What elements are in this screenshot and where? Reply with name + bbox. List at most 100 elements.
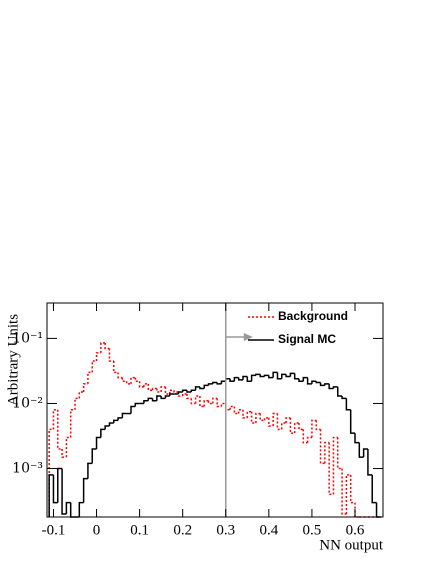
y-tick-label: 10⁻¹ bbox=[12, 330, 43, 346]
legend-label: Signal MC bbox=[278, 332, 336, 346]
histogram-bin bbox=[65, 501, 71, 515]
x-axis-label: NN output bbox=[319, 537, 384, 553]
histogram-bin bbox=[91, 448, 97, 464]
histogram-bin bbox=[259, 413, 265, 422]
histogram-bin bbox=[281, 422, 287, 430]
histogram-bin bbox=[134, 402, 140, 407]
histogram-bin bbox=[216, 382, 222, 385]
histogram-bin bbox=[341, 468, 347, 515]
histogram-bin bbox=[324, 383, 330, 386]
histogram-bin bbox=[298, 423, 304, 431]
histogram-bin bbox=[237, 377, 243, 381]
histogram-bin bbox=[190, 398, 196, 405]
histogram-bin bbox=[113, 360, 119, 374]
histogram-bin bbox=[199, 396, 205, 408]
histogram-bin bbox=[57, 467, 63, 503]
histogram-bin bbox=[48, 474, 54, 517]
histogram-bin bbox=[203, 400, 209, 407]
histogram-bin bbox=[345, 398, 351, 411]
histogram-bin bbox=[306, 436, 312, 443]
x-tick-label: 0 bbox=[93, 522, 101, 538]
histogram-bin bbox=[57, 409, 63, 450]
histogram-bin bbox=[263, 374, 269, 377]
histogram-bin bbox=[220, 402, 226, 407]
y-tick-label: 10⁻² bbox=[12, 395, 43, 411]
histogram-bin bbox=[242, 409, 248, 419]
histogram-bin bbox=[151, 387, 157, 391]
histogram-bin bbox=[285, 417, 291, 424]
histogram-bin bbox=[285, 374, 291, 378]
histogram-bin bbox=[108, 422, 114, 427]
histogram-bin bbox=[315, 381, 321, 384]
histogram-bin bbox=[194, 386, 200, 391]
histogram-bin bbox=[95, 436, 101, 449]
histogram-bin bbox=[293, 422, 299, 434]
histogram-bin bbox=[272, 371, 278, 378]
histogram-bin bbox=[207, 383, 213, 386]
histogram-bin bbox=[259, 374, 265, 378]
histogram-bin bbox=[82, 383, 88, 393]
histogram-bin bbox=[272, 412, 278, 427]
histogram-bin bbox=[255, 412, 261, 424]
histogram-bin bbox=[138, 381, 144, 388]
legend-label: Background bbox=[278, 309, 348, 323]
histogram-bin bbox=[220, 380, 226, 384]
histogram-bin bbox=[302, 429, 308, 444]
histogram-bin bbox=[87, 462, 93, 479]
histogram-bin bbox=[95, 352, 101, 361]
histogram-bin bbox=[268, 375, 274, 379]
histogram-bin bbox=[186, 393, 192, 400]
histogram-bin bbox=[324, 441, 330, 464]
x-tick-label: 0.2 bbox=[173, 522, 192, 538]
histogram-bin bbox=[181, 393, 187, 397]
histogram-bin bbox=[328, 442, 334, 496]
histogram-bin bbox=[289, 372, 295, 377]
histogram-bin bbox=[108, 348, 114, 362]
x-tick-label: 0.6 bbox=[346, 522, 365, 538]
histogram-bin bbox=[216, 398, 222, 408]
histogram-bin bbox=[91, 360, 97, 373]
histogram-bin bbox=[263, 417, 269, 421]
histogram-bin bbox=[190, 389, 196, 393]
histogram-bin bbox=[104, 425, 110, 430]
histogram-bin bbox=[169, 389, 175, 394]
histogram-bin bbox=[276, 413, 282, 431]
histogram-bin bbox=[100, 428, 106, 438]
histogram-bin bbox=[354, 502, 360, 518]
histogram-bin bbox=[233, 376, 239, 382]
histogram-bin bbox=[328, 383, 334, 390]
histogram-bin bbox=[147, 383, 153, 391]
histogram-bin bbox=[143, 383, 149, 387]
histogram-bin bbox=[375, 502, 381, 518]
histogram-bin bbox=[229, 378, 235, 382]
histogram-bin bbox=[121, 412, 127, 418]
x-tick-label: 0.4 bbox=[259, 522, 278, 538]
histogram-bin bbox=[341, 396, 347, 400]
histogram-bin bbox=[306, 377, 312, 385]
x-tick-label: 0.3 bbox=[216, 522, 235, 538]
histogram-bin bbox=[82, 477, 88, 503]
histogram-bin bbox=[169, 393, 175, 397]
histogram-bin bbox=[156, 388, 162, 393]
x-tick-label: 0.5 bbox=[303, 522, 322, 538]
histogram-bin bbox=[337, 386, 343, 397]
histogram-bin bbox=[164, 386, 170, 395]
histogram-bin bbox=[117, 417, 123, 421]
histogram-bin bbox=[255, 373, 261, 376]
histogram-bin bbox=[212, 381, 218, 384]
histogram-bin bbox=[332, 386, 338, 389]
histogram-bin bbox=[276, 372, 282, 380]
histogram-bin bbox=[61, 448, 67, 458]
histogram-bin bbox=[233, 406, 239, 415]
histogram-bin bbox=[78, 391, 84, 399]
histogram-bin bbox=[354, 433, 360, 444]
histogram-bin bbox=[298, 378, 304, 382]
histogram-bin bbox=[362, 448, 368, 458]
histogram-bin bbox=[367, 448, 373, 476]
histogram-bin bbox=[212, 397, 218, 404]
histogram-bin bbox=[147, 397, 153, 401]
histogram-bin bbox=[87, 371, 93, 384]
histogram-bin bbox=[151, 398, 157, 402]
histogram-bin bbox=[74, 397, 80, 410]
histogram-bin bbox=[319, 429, 325, 465]
